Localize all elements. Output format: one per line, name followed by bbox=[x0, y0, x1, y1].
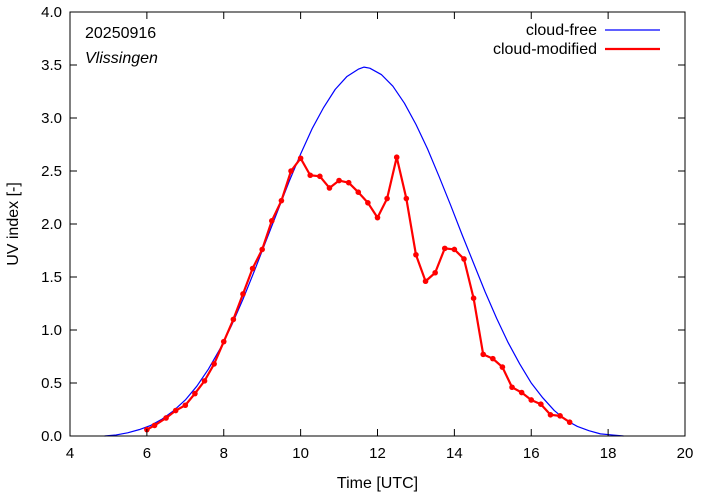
data-point bbox=[422, 278, 429, 285]
series-line-cloud-modified bbox=[146, 156, 571, 431]
data-point bbox=[307, 172, 314, 179]
x-tick-label: 4 bbox=[66, 445, 74, 462]
data-point bbox=[355, 189, 362, 195]
y-tick-label: 1.0 bbox=[41, 322, 62, 339]
y-tick-label: 4.0 bbox=[41, 4, 62, 21]
data-point bbox=[499, 364, 506, 370]
data-point bbox=[240, 291, 246, 297]
data-point bbox=[441, 245, 448, 252]
data-point bbox=[393, 154, 400, 161]
y-tick-label: 3.0 bbox=[41, 110, 62, 127]
x-tick-label: 6 bbox=[143, 445, 151, 462]
x-tick-label: 14 bbox=[446, 445, 463, 462]
data-point bbox=[566, 419, 573, 426]
plot-lines bbox=[104, 66, 624, 437]
x-tick-label: 16 bbox=[523, 445, 540, 462]
data-point bbox=[509, 384, 515, 391]
site-annotation: Vlissingen bbox=[85, 50, 158, 67]
data-point bbox=[480, 351, 487, 358]
data-point bbox=[288, 168, 294, 174]
data-point bbox=[192, 390, 198, 397]
data-point bbox=[432, 269, 438, 276]
data-point bbox=[451, 246, 458, 253]
data-point bbox=[249, 265, 256, 272]
legend-label-cloud-free: cloud-free bbox=[526, 22, 597, 39]
data-point bbox=[297, 155, 304, 162]
data-point bbox=[211, 361, 217, 367]
data-point bbox=[413, 251, 419, 258]
data-point bbox=[259, 246, 265, 253]
date-annotation: 20250916 bbox=[85, 25, 156, 42]
y-tick-label: 2.0 bbox=[41, 216, 62, 233]
legend: cloud-free cloud-modified bbox=[493, 22, 660, 58]
y-tick-label: 3.5 bbox=[41, 57, 62, 74]
data-point bbox=[336, 177, 342, 184]
x-tick-label: 20 bbox=[677, 445, 694, 462]
x-tick-label: 10 bbox=[292, 445, 309, 462]
y-tick-label: 2.5 bbox=[41, 163, 62, 180]
x-tick-label: 8 bbox=[220, 445, 228, 462]
y-tick-label: 0.5 bbox=[41, 375, 62, 392]
data-point bbox=[490, 355, 496, 362]
data-point bbox=[403, 195, 410, 202]
x-tick-label: 12 bbox=[369, 445, 386, 462]
data-point bbox=[461, 256, 467, 262]
y-tick-label: 1.5 bbox=[41, 269, 62, 286]
legend-label-cloud-modified: cloud-modified bbox=[493, 41, 597, 58]
data-point bbox=[317, 173, 323, 180]
data-point bbox=[172, 407, 179, 414]
x-tick-label: 18 bbox=[600, 445, 617, 462]
data-point bbox=[518, 389, 525, 396]
plot-frame bbox=[69, 11, 686, 437]
data-point bbox=[470, 295, 477, 302]
x-axis-title: Time [UTC] bbox=[337, 475, 418, 492]
data-point bbox=[374, 214, 381, 221]
data-point bbox=[365, 200, 371, 206]
data-point bbox=[326, 185, 333, 191]
data-point bbox=[528, 397, 535, 403]
data-point bbox=[557, 413, 563, 419]
data-point bbox=[268, 218, 275, 224]
data-point bbox=[182, 402, 189, 409]
data-point bbox=[201, 378, 208, 384]
plot-markers bbox=[144, 154, 573, 433]
axis-ticks bbox=[69, 11, 686, 437]
data-point bbox=[278, 197, 285, 204]
data-point bbox=[547, 412, 554, 418]
data-point bbox=[151, 422, 158, 429]
data-point bbox=[230, 316, 237, 323]
data-point bbox=[345, 179, 352, 186]
data-point bbox=[538, 401, 544, 408]
series-line-cloud-free bbox=[104, 66, 624, 437]
axis-tick-labels: 4 6 8 10 12 14 16 18 20 0.0 0.5 1.0 1.5 2.0 2.5 3.0 3.5 4… bbox=[41, 4, 693, 462]
data-point bbox=[384, 195, 390, 202]
data-point bbox=[163, 415, 169, 421]
y-tick-label: 0.0 bbox=[41, 428, 62, 445]
data-point bbox=[220, 338, 227, 345]
y-axis-title: UV index [-] bbox=[5, 182, 22, 266]
